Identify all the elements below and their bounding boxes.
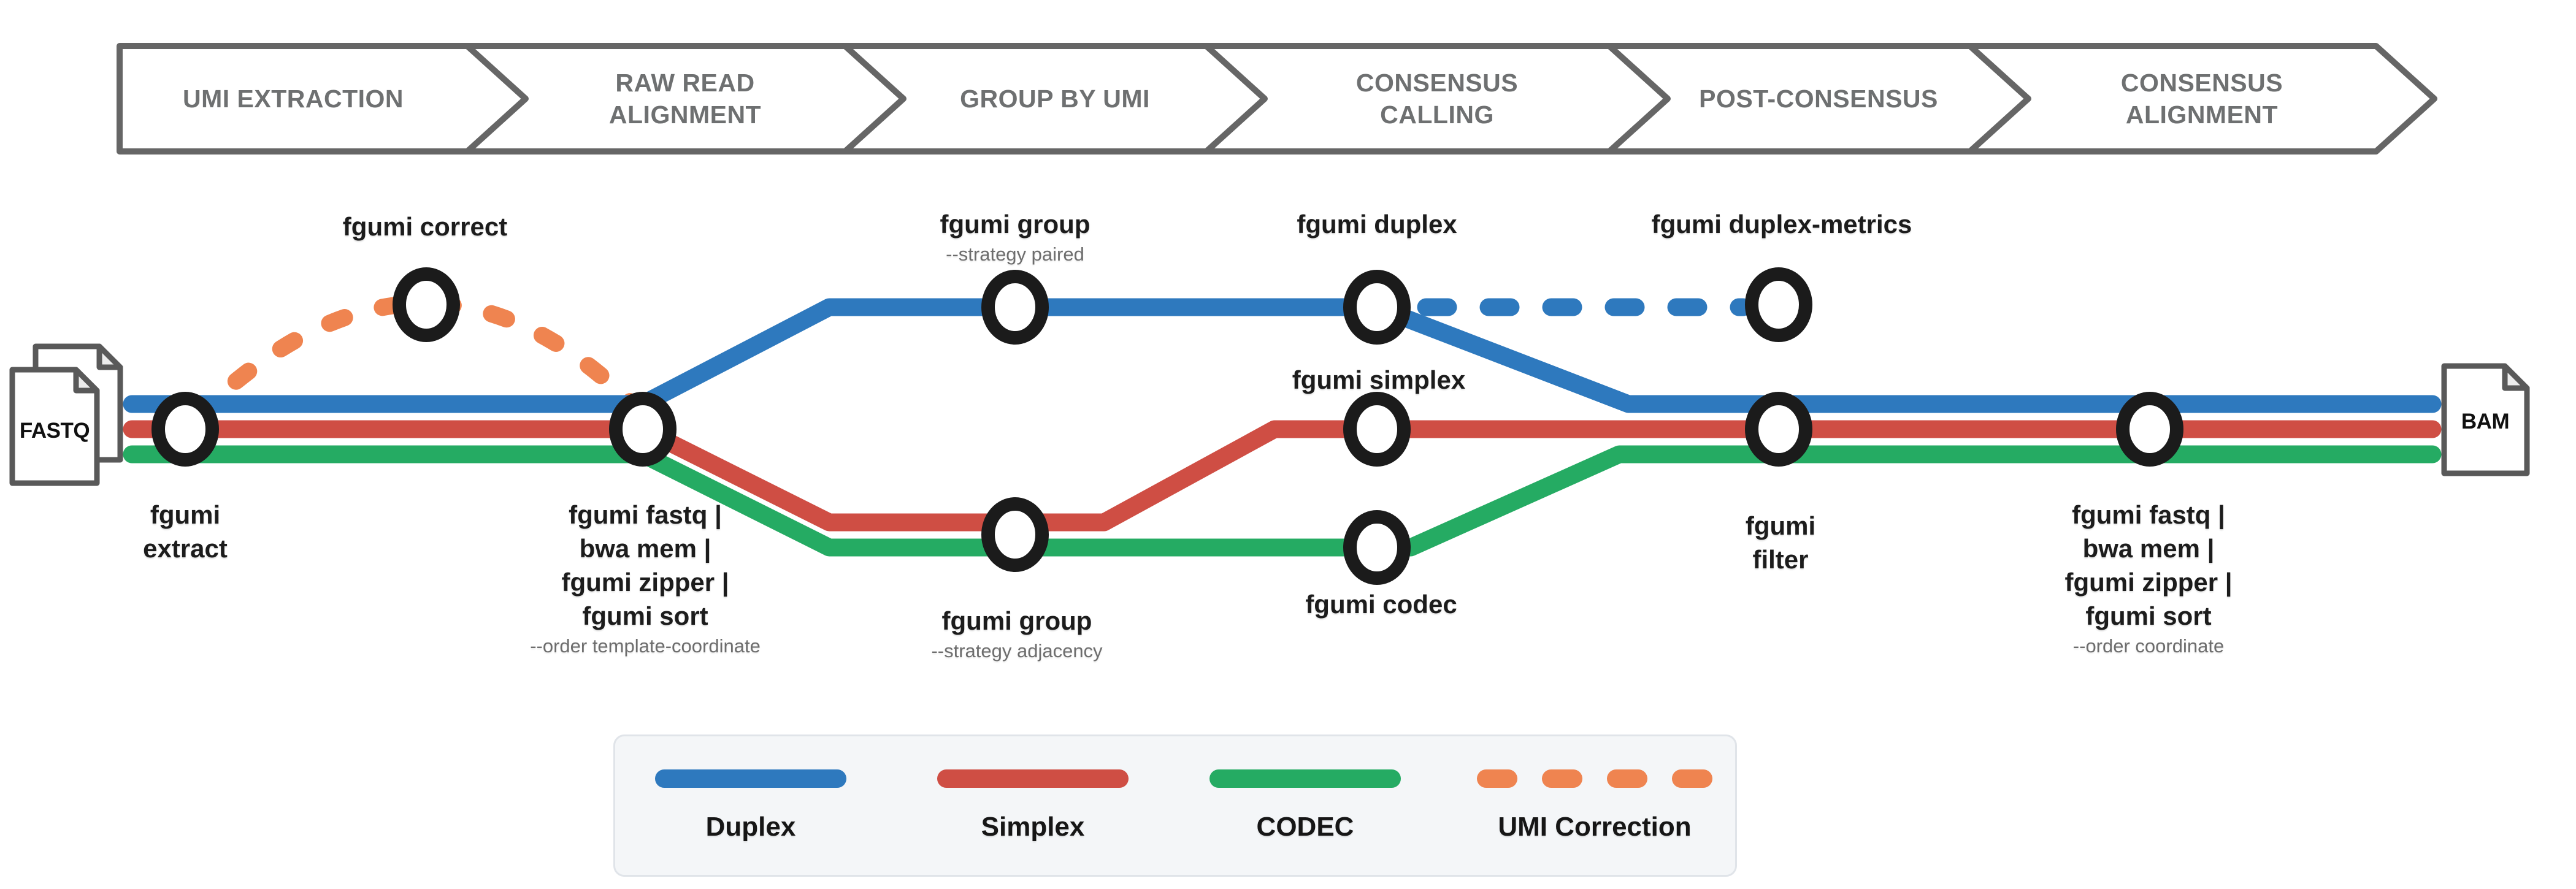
station-duplex-metrics: [1745, 267, 1812, 342]
label-correct-text: fgumi correct: [342, 212, 508, 241]
label-group-paired-text: fgumi group: [940, 210, 1091, 238]
legend-item-duplex: Duplex: [655, 769, 846, 841]
bam-file-icon: [2441, 363, 2530, 476]
label-simplex: fgumi simplex: [1292, 363, 1465, 397]
legend-label-simplex: Simplex: [981, 812, 1085, 842]
label-duplex: fgumi duplex: [1297, 207, 1457, 241]
stations: [151, 267, 2183, 585]
label-group-paired-option: --strategy paired: [946, 243, 1084, 265]
duplex-line: [123, 298, 2442, 413]
legend-dash-segment: [1542, 769, 1582, 788]
bam-page-fold: [2502, 363, 2530, 391]
label-codec: fgumi codec: [1305, 587, 1457, 621]
bam-page: [2441, 363, 2530, 476]
label-filter-text: fgumi filter: [1745, 511, 1816, 574]
stage-label-group-by-umi: GROUP BY UMI: [960, 85, 1150, 113]
stage-label-raw-read-alignment: RAW READ ALIGNMENT: [608, 69, 762, 129]
label-raw-alignment: fgumi fastq | bwa mem | fgumi zipper | f…: [530, 498, 761, 658]
station-group-paired: [981, 270, 1049, 345]
label-group-adjacency-option: --strategy adjacency: [931, 640, 1103, 662]
legend-label-codec: CODEC: [1256, 812, 1354, 842]
fastq-back-page-fold: [96, 343, 123, 370]
chevron-bar: [117, 43, 2437, 155]
label-raw-alignment-option: --order template-coordinate: [530, 635, 761, 657]
station-raw-alignment: [609, 392, 677, 467]
station-consensus-alignment: [2116, 392, 2183, 467]
legend-box: [613, 734, 1737, 877]
label-extract-text: fgumi extract: [143, 500, 228, 563]
label-filter: fgumi filter: [1746, 509, 1815, 576]
legend-item-codec: CODEC: [1209, 769, 1401, 841]
label-correct: fgumi correct: [343, 210, 507, 243]
stage-label-post-consensus: POST-CONSENSUS: [1699, 85, 1938, 113]
label-raw-alignment-text: fgumi fastq | bwa mem | fgumi zipper | f…: [561, 500, 729, 630]
legend-swatch-simplex: [937, 769, 1129, 788]
legend-dash-segment: [1477, 769, 1517, 788]
fastq-label: FASTQ: [19, 419, 90, 443]
station-duplex: [1343, 270, 1411, 345]
stage-label-consensus-calling: CONSENSUS CALLING: [1355, 69, 1519, 129]
simplex-line: [123, 420, 2442, 532]
label-duplex-metrics-text: fgumi duplex-metrics: [1651, 210, 1912, 238]
fastq-front-page: [9, 367, 100, 486]
label-group-paired: fgumi group --strategy paired: [940, 207, 1091, 267]
stage-label-umi-extraction: UMI EXTRACTION: [182, 85, 404, 113]
label-consensus-alignment: fgumi fastq | bwa mem | fgumi zipper | f…: [2064, 498, 2232, 658]
label-duplex-text: fgumi duplex: [1297, 210, 1457, 238]
label-group-adjacency: fgumi group --strategy adjacency: [931, 604, 1102, 663]
fastq-front-page-fold: [73, 367, 100, 394]
chevron-stage-consensus-alignment: [1967, 43, 2437, 155]
station-extract: [151, 392, 219, 467]
label-consensus-alignment-text: fgumi fastq | bwa mem | fgumi zipper | f…: [2064, 500, 2233, 630]
station-simplex: [1343, 392, 1411, 467]
label-simplex-text: fgumi simplex: [1292, 365, 1466, 394]
station-codec: [1343, 510, 1411, 585]
legend-swatch-duplex: [655, 769, 846, 788]
legend-dash-segment: [1607, 769, 1647, 788]
label-extract: fgumi extract: [143, 498, 228, 565]
fastq-file-icon: [9, 343, 123, 486]
legend-label-umi-correction: UMI Correction: [1498, 812, 1692, 842]
legend-item-simplex: Simplex: [937, 769, 1129, 841]
label-consensus-alignment-option: --order coordinate: [2072, 635, 2225, 657]
bam-label: BAM: [2461, 410, 2510, 433]
legend-label-duplex: Duplex: [705, 812, 796, 842]
stage-label-consensus-alignment: CONSENSUS ALIGNMENT: [2120, 69, 2283, 129]
legend-dash-segment: [1672, 769, 1712, 788]
station-group-adjacency: [981, 497, 1049, 572]
label-duplex-metrics: fgumi duplex-metrics: [1652, 207, 1912, 241]
station-filter: [1745, 392, 1812, 467]
legend-swatch-umi-correction: [1477, 769, 1712, 788]
station-correct: [393, 267, 460, 342]
legend-item-umi-correction: UMI Correction: [1477, 769, 1712, 841]
legend-swatch-codec: [1209, 769, 1401, 788]
label-group-adjacency-text: fgumi group: [941, 606, 1092, 635]
label-codec-text: fgumi codec: [1305, 590, 1457, 619]
